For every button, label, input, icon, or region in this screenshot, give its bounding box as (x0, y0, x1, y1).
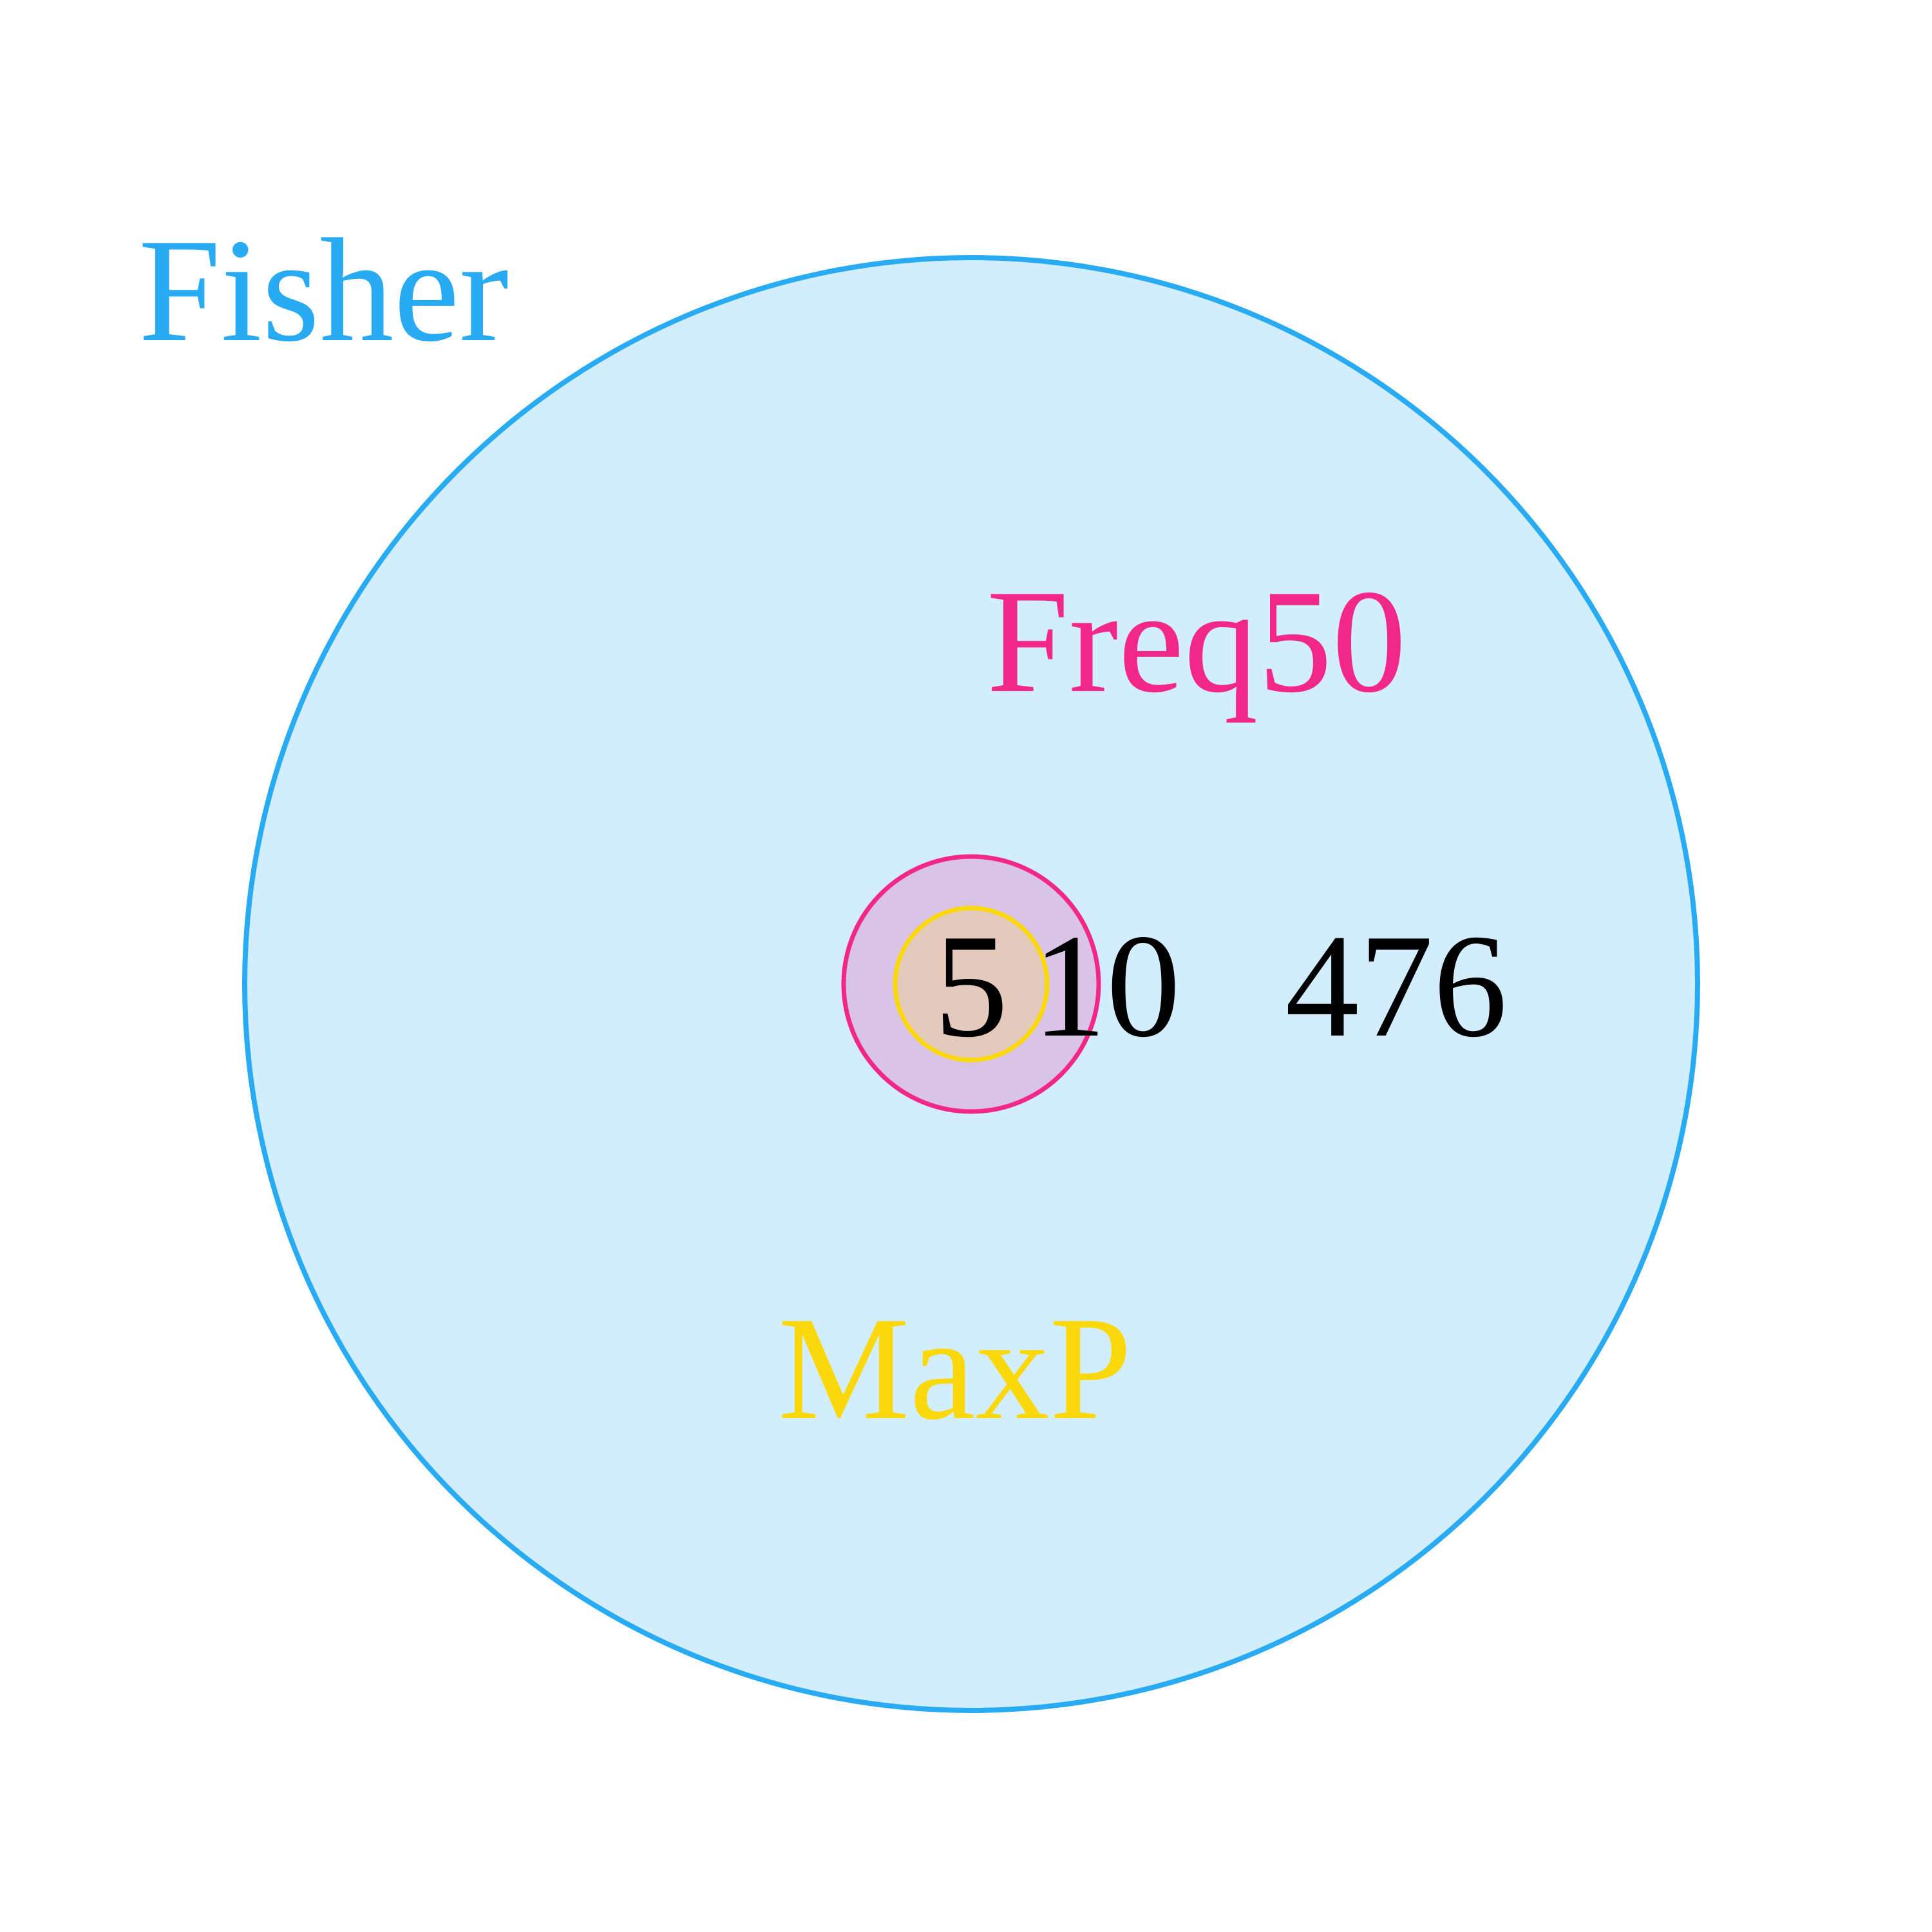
maxp-set-label: MaxP (778, 1286, 1132, 1450)
region-count-fisher-only: 476 (1285, 904, 1508, 1068)
region-count-all-three: 5 (934, 904, 1009, 1068)
fisher-set-label: Fisher (138, 208, 509, 372)
region-count-fisher-freq50: 10 (1032, 904, 1180, 1068)
freq50-set-label: Freq50 (987, 559, 1406, 723)
maxp-set-circle (893, 905, 1050, 1063)
